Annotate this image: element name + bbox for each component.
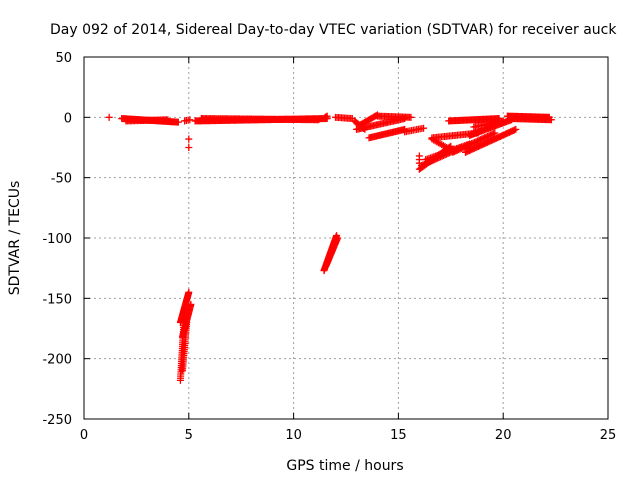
data-point xyxy=(185,135,193,143)
x-tick-label: 25 xyxy=(600,428,617,443)
data-point xyxy=(407,113,415,121)
data-point xyxy=(420,124,428,132)
y-tick-label: -200 xyxy=(42,353,72,368)
data-point xyxy=(512,125,520,133)
x-tick-label: 5 xyxy=(185,428,193,443)
chart-title: Day 092 of 2014, Sidereal Day-to-day VTE… xyxy=(50,22,617,38)
data-point xyxy=(315,116,323,124)
data-point xyxy=(499,117,507,125)
y-tick-label: 0 xyxy=(64,111,72,126)
data-point xyxy=(174,118,182,126)
x-tick-label: 20 xyxy=(495,428,512,443)
data-point xyxy=(183,318,191,326)
data-point xyxy=(186,116,194,124)
y-tick-label: -150 xyxy=(42,292,72,307)
axis-ticks: 0 5 10 15 20 25 50 0 -50 -100 -150 -200 -250 xyxy=(42,51,616,443)
data-point xyxy=(185,144,193,151)
y-tick-label: -100 xyxy=(42,232,72,247)
data-points xyxy=(105,111,555,384)
x-axis-label: GPS time / hours xyxy=(286,458,403,474)
data-point xyxy=(547,116,555,124)
data-point xyxy=(105,113,113,121)
x-tick-label: 10 xyxy=(285,428,302,443)
y-axis-label: SDTVAR / TECUs xyxy=(7,181,23,296)
y-tick-label: -50 xyxy=(51,172,72,187)
data-point xyxy=(185,288,193,296)
data-point xyxy=(187,300,195,308)
data-point xyxy=(334,234,342,242)
y-tick-label: -250 xyxy=(42,413,72,428)
data-point xyxy=(164,116,172,124)
data-point xyxy=(441,143,449,151)
data-point xyxy=(323,112,331,120)
data-point xyxy=(181,306,189,314)
data-point xyxy=(443,144,451,151)
y-tick-label: 50 xyxy=(55,51,72,66)
x-tick-label: 0 xyxy=(80,428,88,443)
x-tick-label: 15 xyxy=(390,428,407,443)
grid xyxy=(84,57,608,419)
